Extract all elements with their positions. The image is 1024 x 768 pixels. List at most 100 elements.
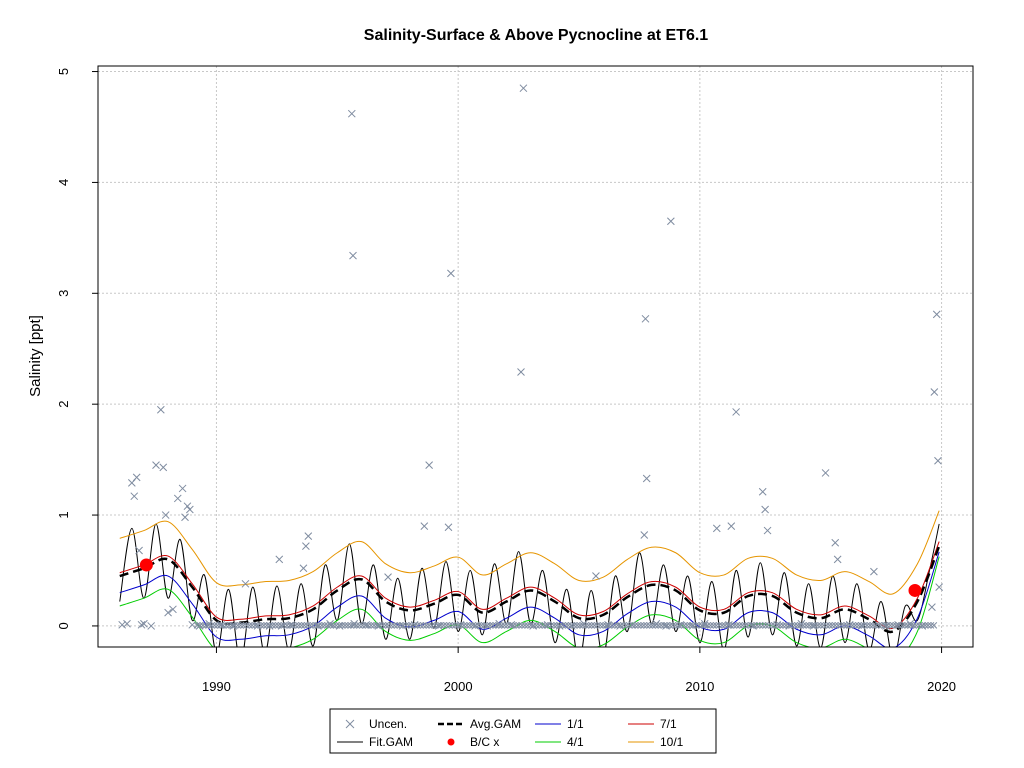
uncen-point [802,622,810,629]
uncen-point [183,502,192,511]
uncen-point-stroke [654,622,662,629]
uncen-point [275,555,284,564]
uncen-point [527,622,535,629]
uncen-point-stroke [214,622,221,629]
uncen-point-stroke [463,622,471,629]
uncen-point-stroke [350,622,358,629]
uncen-point-stroke [240,622,247,629]
uncen-point [640,531,649,539]
legend-label: 7/1 [660,717,677,731]
uncen-point [605,622,613,629]
uncen-point [524,622,532,629]
uncen-point-stroke [750,622,758,629]
uncen-point-stroke [275,555,284,564]
uncen-point [507,622,514,629]
uncen-point [118,620,127,629]
uncen-point-stroke [640,622,648,629]
uncen-point [211,622,218,629]
uncen-point [758,487,767,496]
uncen-point [353,622,360,629]
uncen-point [245,622,253,629]
uncen-point-stroke [547,622,555,629]
uncen-point [823,622,830,629]
uncen-point-stroke [338,622,346,629]
uncen-point [907,622,914,629]
uncen-point-stroke [515,622,523,629]
uncen-point-stroke [159,463,168,472]
uncen-point [770,622,778,629]
uncen-point-stroke [759,622,767,629]
uncen-point-stroke [646,622,653,629]
x-tick-label: 2000 [444,679,473,694]
uncen-point-stroke [857,622,865,629]
uncen-point [921,622,929,629]
uncen-point [335,622,343,629]
uncen-point-stroke [260,622,268,629]
uncen-point [837,622,845,629]
uncen-point-stroke [875,622,883,629]
uncen-point [768,622,775,629]
legend-label: 10/1 [660,735,684,749]
uncen-point [643,622,651,629]
uncen-point-stroke [892,622,900,629]
uncen-point-stroke [248,622,256,629]
uncen-point-stroke [524,622,532,629]
uncen-point-stroke [295,622,302,629]
y-tick-label: 3 [56,290,71,297]
uncen-point-stroke [347,622,355,629]
uncen-point-stroke [384,573,392,582]
uncen-point [881,622,888,629]
uncen-point [243,622,250,629]
uncen-point [219,622,227,629]
uncen-point-stroke [382,622,389,629]
uncen-point-stroke [332,622,340,629]
uncen-point-stroke [666,622,674,629]
uncen-point-stroke [373,622,381,629]
uncen-point-stroke [652,622,659,629]
uncen-point [712,524,721,533]
uncen-point-stroke [758,487,767,496]
legend-item: 4/1 [535,735,584,749]
axes: 1990 2000 2010 2020 0 1 2 3 4 5 [56,68,956,694]
uncen-point [730,622,738,629]
uncen-point [759,622,767,629]
uncen-point-stroke [231,622,239,629]
uncen-point [338,622,346,629]
uncen-point [592,572,600,580]
uncen-point-stroke [599,622,607,629]
uncen-point [811,622,819,629]
uncen-point [390,622,398,629]
uncen-point-stroke [579,622,587,629]
uncen-point [870,567,878,576]
uncen-point-stroke [562,622,569,629]
uncen-point-stroke [123,619,131,628]
uncen-point-stroke [205,622,213,629]
uncen-point-stroke [642,474,651,483]
uncen-point [443,622,450,629]
uncen-point-stroke [152,461,160,470]
uncen-point [309,622,317,629]
uncen-point [814,622,822,629]
uncen-point-stroke [263,622,271,629]
x-tick-label: 2010 [685,679,714,694]
uncen-point-stroke [286,622,294,629]
x-tick-label: 1990 [202,679,231,694]
uncen-point [782,622,790,629]
uncen-point-stroke [185,505,194,514]
uncen-point [159,463,168,472]
uncen-point [872,622,880,629]
uncen-point [469,622,477,629]
uncen-point-stroke [536,622,543,629]
uncen-point-stroke [324,622,331,629]
uncen-point-stroke [405,622,413,629]
uncen-point-stroke [469,622,477,629]
uncen-point [582,622,590,629]
uncen-point [382,622,389,629]
uncen-point-stroke [718,622,726,629]
uncen-point-stroke [356,622,363,629]
uncen-point [660,622,668,629]
uncen-point-stroke [370,622,378,629]
uncen-point [930,622,938,629]
uncen-point-stroke [765,622,772,629]
